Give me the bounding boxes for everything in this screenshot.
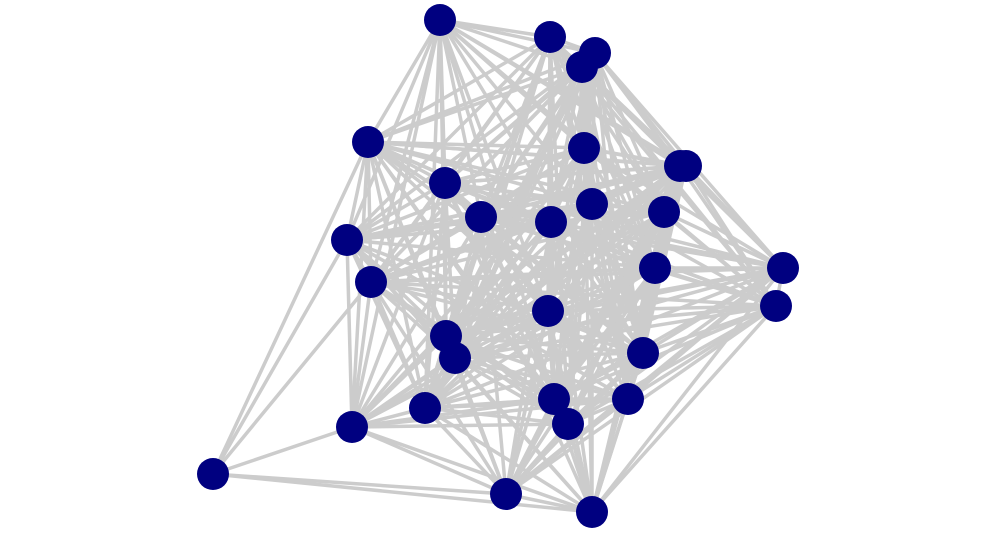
edge <box>211 425 354 476</box>
edge <box>546 304 778 313</box>
node <box>576 188 608 220</box>
edge <box>444 164 688 338</box>
node <box>534 21 566 53</box>
edge <box>504 220 553 496</box>
node <box>355 266 387 298</box>
edge <box>345 210 666 242</box>
edge <box>345 146 586 242</box>
edge <box>438 18 597 55</box>
node <box>767 252 799 284</box>
edge <box>350 356 457 429</box>
node <box>490 478 522 510</box>
edge <box>345 140 370 242</box>
edge <box>590 397 630 514</box>
edge <box>350 18 442 429</box>
edge <box>453 304 778 360</box>
node <box>352 126 384 158</box>
edge <box>438 18 483 219</box>
edge <box>662 210 785 270</box>
edge <box>566 304 778 426</box>
edge <box>443 65 584 185</box>
edge <box>366 65 584 144</box>
edge <box>453 351 645 360</box>
edge <box>444 309 550 338</box>
node <box>409 392 441 424</box>
edge <box>443 164 688 185</box>
node <box>197 458 229 490</box>
edge <box>345 18 442 242</box>
node <box>336 411 368 443</box>
edge <box>453 356 594 514</box>
node <box>535 206 567 238</box>
edge <box>453 356 556 401</box>
nodes <box>197 4 799 528</box>
node <box>429 167 461 199</box>
edge <box>211 472 594 514</box>
edge <box>546 309 645 355</box>
edge <box>423 266 785 410</box>
node <box>439 342 471 374</box>
edge <box>552 304 778 401</box>
edge <box>423 351 645 410</box>
edge <box>423 406 508 496</box>
edge <box>350 425 594 514</box>
edge <box>504 397 630 496</box>
edge <box>369 266 785 284</box>
edge <box>684 164 785 270</box>
node <box>538 383 570 415</box>
edge <box>345 238 630 401</box>
node <box>576 496 608 528</box>
edge <box>369 280 427 410</box>
node <box>568 132 600 164</box>
edges <box>211 18 785 514</box>
edge <box>438 18 550 313</box>
edge <box>552 266 785 401</box>
edge <box>211 140 370 476</box>
edge <box>369 215 483 284</box>
edge <box>350 280 373 429</box>
node <box>465 201 497 233</box>
edge <box>444 202 594 338</box>
edge <box>350 422 570 429</box>
node <box>566 51 598 83</box>
edge <box>211 280 373 476</box>
edge <box>443 146 586 185</box>
edge <box>369 210 666 284</box>
node <box>532 295 564 327</box>
edge <box>444 266 785 338</box>
node <box>331 224 363 256</box>
edge <box>366 18 442 144</box>
node <box>639 252 671 284</box>
edge <box>345 164 688 242</box>
edge <box>590 304 778 514</box>
node <box>648 196 680 228</box>
edge <box>444 334 630 401</box>
edge <box>552 351 645 401</box>
node <box>612 383 644 415</box>
edge <box>345 181 447 242</box>
edge <box>444 334 645 355</box>
edge <box>582 146 785 270</box>
node <box>424 4 456 36</box>
edge <box>369 280 550 313</box>
edge <box>345 238 354 429</box>
edge <box>350 334 448 429</box>
edge <box>366 140 688 168</box>
node <box>670 150 702 182</box>
edge <box>504 397 556 496</box>
edge <box>366 35 552 144</box>
node <box>627 337 659 369</box>
edge <box>350 397 630 429</box>
node <box>760 290 792 322</box>
edge <box>345 238 657 270</box>
edge <box>211 238 349 476</box>
edge <box>350 425 508 496</box>
node <box>552 408 584 440</box>
edge <box>444 304 778 338</box>
